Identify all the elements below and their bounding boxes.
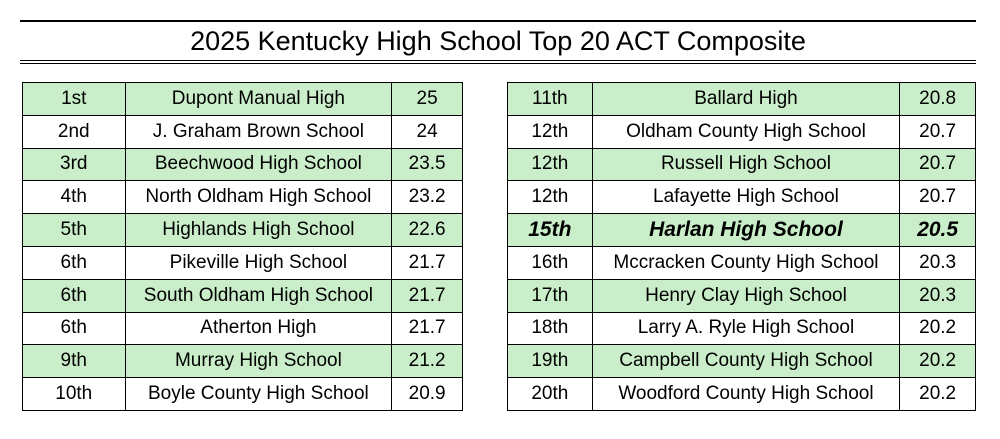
rank-cell: 19th [507, 344, 593, 379]
score-cell: 20.7 [899, 180, 976, 215]
score-cell: 23.2 [391, 180, 463, 215]
rank-cell: 5th [22, 213, 126, 247]
score-cell: 20.2 [899, 377, 976, 411]
rank-cell: 6th [22, 278, 126, 313]
table-row: 19th Campbell County High School 20.2 [507, 344, 976, 379]
score-cell: 25 [391, 82, 463, 116]
ranking-table: 1st Dupont Manual High 25 2nd J. Graham Brow… [22, 82, 463, 411]
table-row: 2nd J. Graham Brown School 24 [22, 114, 463, 149]
rank-cell: 10th [22, 377, 126, 411]
rank-cell: 16th [507, 245, 593, 280]
rank-cell: 3rd [22, 147, 126, 182]
school-cell: Campbell County High School [591, 344, 901, 379]
score-cell: 23.5 [391, 147, 463, 182]
school-cell: Dupont Manual High [124, 82, 393, 116]
score-cell: 20.3 [899, 278, 976, 313]
score-cell: 20.7 [899, 114, 976, 149]
rank-cell: 6th [22, 245, 126, 280]
school-cell: Boyle County High School [124, 377, 393, 411]
title-bar: 2025 Kentucky High School Top 20 ACT Com… [20, 20, 976, 64]
score-cell: 20.2 [899, 311, 976, 346]
school-cell: Harlan High School [591, 213, 901, 247]
table-row: 12th Russell High School 20.7 [507, 147, 976, 182]
school-cell: Russell High School [591, 147, 901, 182]
table-row: 17th Henry Clay High School 20.3 [507, 278, 976, 313]
rank-cell: 15th [507, 213, 593, 247]
table-row: 16th Mccracken County High School 20.3 [507, 245, 976, 280]
rank-cell: 12th [507, 114, 593, 149]
score-cell: 20.7 [899, 147, 976, 182]
table-row: 6th Atherton High 21.7 [22, 311, 463, 346]
table-row: 3rd Beechwood High School 23.5 [22, 147, 463, 182]
table-row: 10th Boyle County High School 20.9 [22, 377, 463, 411]
rank-cell: 11th [507, 82, 593, 116]
school-cell: J. Graham Brown School [124, 114, 393, 149]
table-row: 18th Larry A. Ryle High School 20.2 [507, 311, 976, 346]
table-row: 12th Oldham County High School 20.7 [507, 114, 976, 149]
title: 2025 Kentucky High School Top 20 ACT Com… [190, 25, 806, 56]
school-cell: Murray High School [124, 344, 393, 379]
school-cell: South Oldham High School [124, 278, 393, 313]
school-cell: Beechwood High School [124, 147, 393, 182]
rank-cell: 6th [22, 311, 126, 346]
rank-cell: 20th [507, 377, 593, 411]
table-row: 1st Dupont Manual High 25 [22, 82, 463, 116]
rank-cell: 1st [22, 82, 126, 116]
rank-cell: 2nd [22, 114, 126, 149]
score-cell: 21.2 [391, 344, 463, 379]
table-row: 5th Highlands High School 22.6 [22, 213, 463, 247]
score-cell: 21.7 [391, 311, 463, 346]
table-row: 15th Harlan High School 20.5 [507, 213, 976, 247]
ranking-table: 11th Ballard High 20.8 12th Oldham County Hi… [507, 82, 976, 411]
table-row: 6th South Oldham High School 21.7 [22, 278, 463, 313]
score-cell: 24 [391, 114, 463, 149]
school-cell: Woodford County High School [591, 377, 901, 411]
score-cell: 22.6 [391, 213, 463, 247]
table-row: 20th Woodford County High School 20.2 [507, 377, 976, 411]
school-cell: Oldham County High School [591, 114, 901, 149]
rank-cell: 17th [507, 278, 593, 313]
score-cell: 20.5 [899, 213, 976, 247]
school-cell: Pikeville High School [124, 245, 393, 280]
school-cell: Highlands High School [124, 213, 393, 247]
table-row: 6th Pikeville High School 21.7 [22, 245, 463, 280]
table-row: 11th Ballard High 20.8 [507, 82, 976, 116]
score-cell: 20.8 [899, 82, 976, 116]
score-cell: 21.7 [391, 245, 463, 280]
rank-cell: 18th [507, 311, 593, 346]
school-cell: Lafayette High School [591, 180, 901, 215]
school-cell: Atherton High [124, 311, 393, 346]
score-cell: 20.3 [899, 245, 976, 280]
table-row: 4th North Oldham High School 23.2 [22, 180, 463, 215]
school-cell: North Oldham High School [124, 180, 393, 215]
score-cell: 20.9 [391, 377, 463, 411]
rank-cell: 12th [507, 147, 593, 182]
score-cell: 20.2 [899, 344, 976, 379]
table-row: 12th Lafayette High School 20.7 [507, 180, 976, 215]
score-cell: 21.7 [391, 278, 463, 313]
rank-cell: 9th [22, 344, 126, 379]
school-cell: Ballard High [591, 82, 901, 116]
school-cell: Henry Clay High School [591, 278, 901, 313]
school-cell: Larry A. Ryle High School [591, 311, 901, 346]
rank-cell: 4th [22, 180, 126, 215]
rank-cell: 12th [507, 180, 593, 215]
table-row: 9th Murray High School 21.2 [22, 344, 463, 379]
school-cell: Mccracken County High School [591, 245, 901, 280]
